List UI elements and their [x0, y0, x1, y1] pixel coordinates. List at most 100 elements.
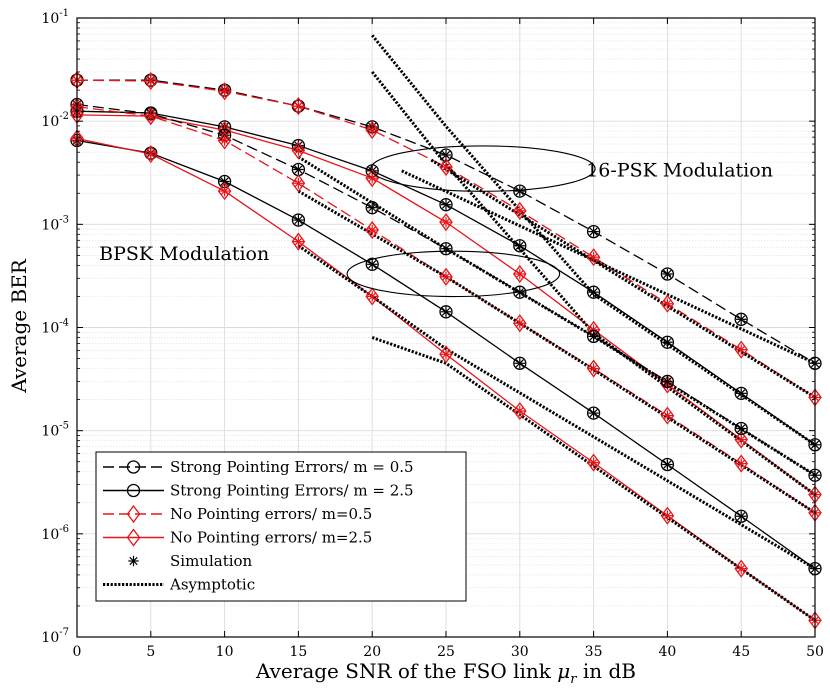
- diamond-marker: [365, 220, 380, 240]
- simulation-asterisk: [440, 216, 452, 228]
- x-tick-label: 35: [585, 644, 603, 660]
- data-point: [512, 201, 527, 220]
- simulation-asterisk: [514, 185, 525, 197]
- x-tick-label: 20: [363, 644, 381, 660]
- data-point: [143, 144, 158, 164]
- data-point: [734, 430, 749, 449]
- y-tick-label: 10-5: [41, 421, 69, 440]
- simulation-asterisk: [367, 224, 378, 236]
- simulation-asterisk: [440, 161, 452, 173]
- y-tick-label: 10-2: [41, 111, 69, 130]
- y-tick-label: 10-3: [41, 214, 69, 233]
- simulation-asterisk: [145, 110, 156, 122]
- diamond-marker: [217, 82, 232, 101]
- legend-entry: No Pointing errors/ m=0.5: [103, 504, 372, 524]
- data-point: [143, 107, 158, 126]
- legend-entry: No Pointing errors/ m=2.5: [103, 528, 372, 547]
- data-point: [660, 406, 675, 425]
- simulation-asterisk: [367, 124, 378, 136]
- circle-marker: [734, 509, 748, 523]
- data-point: [291, 213, 306, 227]
- data-point: [217, 182, 232, 201]
- circle-marker: [734, 386, 748, 400]
- diamond-marker: [143, 107, 158, 126]
- diamond-marker: [734, 454, 749, 473]
- x-tick-label: 25: [437, 644, 455, 660]
- data-point: [365, 120, 380, 140]
- circle-marker: [586, 329, 601, 344]
- circle-marker: [660, 457, 675, 472]
- simulation-asterisk: [145, 148, 156, 160]
- data-point: [586, 248, 601, 267]
- simulation-asterisk: [736, 314, 747, 325]
- simulation-asterisk: [367, 259, 378, 270]
- simulation-asterisk: [440, 271, 452, 283]
- data-point: [586, 406, 601, 420]
- simulation-asterisk: [736, 434, 747, 445]
- data-point: [586, 359, 601, 378]
- diamond-marker: [439, 345, 453, 364]
- circle-marker: [291, 213, 306, 227]
- data-point: [365, 257, 379, 271]
- circle-marker: [439, 305, 453, 319]
- legend-entry: Asymptotic: [103, 576, 255, 594]
- data-point: [660, 335, 675, 349]
- simulation-asterisk: [588, 226, 599, 237]
- data-point: [291, 174, 306, 193]
- circle-marker: [734, 421, 748, 436]
- data-point: [660, 506, 675, 525]
- circle-marker: [734, 312, 748, 326]
- legend-asterisk: [128, 555, 139, 567]
- simulation-asterisk: [219, 86, 230, 97]
- circle-marker: [365, 257, 379, 271]
- simulation-asterisk: [293, 164, 304, 175]
- simulation-asterisk: [736, 511, 747, 522]
- simulation-asterisk: [736, 344, 747, 355]
- data-point: [439, 157, 453, 177]
- simulation-asterisk: [440, 349, 452, 360]
- circle-marker: [513, 239, 527, 253]
- simulation-asterisk: [662, 337, 673, 348]
- simulation-asterisk: [219, 135, 230, 146]
- circle-marker: [660, 374, 675, 389]
- circle-marker: [365, 201, 379, 215]
- y-tick-label: 10-1: [41, 8, 69, 27]
- diamond-marker: [439, 267, 453, 286]
- diamond-marker: [512, 264, 527, 284]
- simulation-asterisk: [736, 563, 747, 574]
- legend-label: No Pointing errors/ m=2.5: [170, 529, 372, 547]
- simulation-asterisk: [514, 318, 525, 329]
- simulation-asterisk: [367, 291, 378, 302]
- asym-bpsk-spe-m25: [297, 244, 816, 570]
- simulation-asterisk: [662, 510, 673, 521]
- diamond-marker: [512, 314, 527, 333]
- simulation-asterisk: [293, 236, 304, 247]
- simulation-asterisk: [514, 358, 525, 369]
- simulation-asterisk: [219, 185, 230, 197]
- bpsk-group-ellipse: [346, 250, 561, 298]
- diamond-marker: [365, 120, 380, 140]
- data-point: [217, 131, 232, 150]
- x-axis-label: Average SNR of the FSO link μr in dB: [255, 659, 636, 687]
- simulation-asterisk: [662, 376, 673, 387]
- simulation-asterisk: [588, 331, 599, 342]
- data-point: [143, 71, 158, 91]
- simulation-asterisk: [145, 75, 156, 87]
- circle-marker: [513, 184, 527, 198]
- diamond-marker: [512, 401, 527, 421]
- data-point: [439, 198, 453, 212]
- legend-label: Simulation: [170, 552, 253, 570]
- simulation-asterisk: [514, 240, 525, 251]
- y-tick-label: 10-6: [41, 524, 69, 543]
- x-tick-label: 15: [289, 644, 307, 660]
- circle-marker: [439, 198, 453, 212]
- circle-marker: [439, 148, 453, 162]
- data-point: [217, 82, 232, 101]
- diamond-marker: [586, 359, 601, 378]
- simulation-asterisk: [440, 199, 452, 210]
- simulation-asterisk: [514, 268, 525, 280]
- circle-marker: [586, 406, 601, 420]
- data-point: [439, 267, 453, 286]
- annotation-16psk: 16-PSK Modulation: [586, 160, 773, 182]
- diamond-marker: [126, 504, 141, 524]
